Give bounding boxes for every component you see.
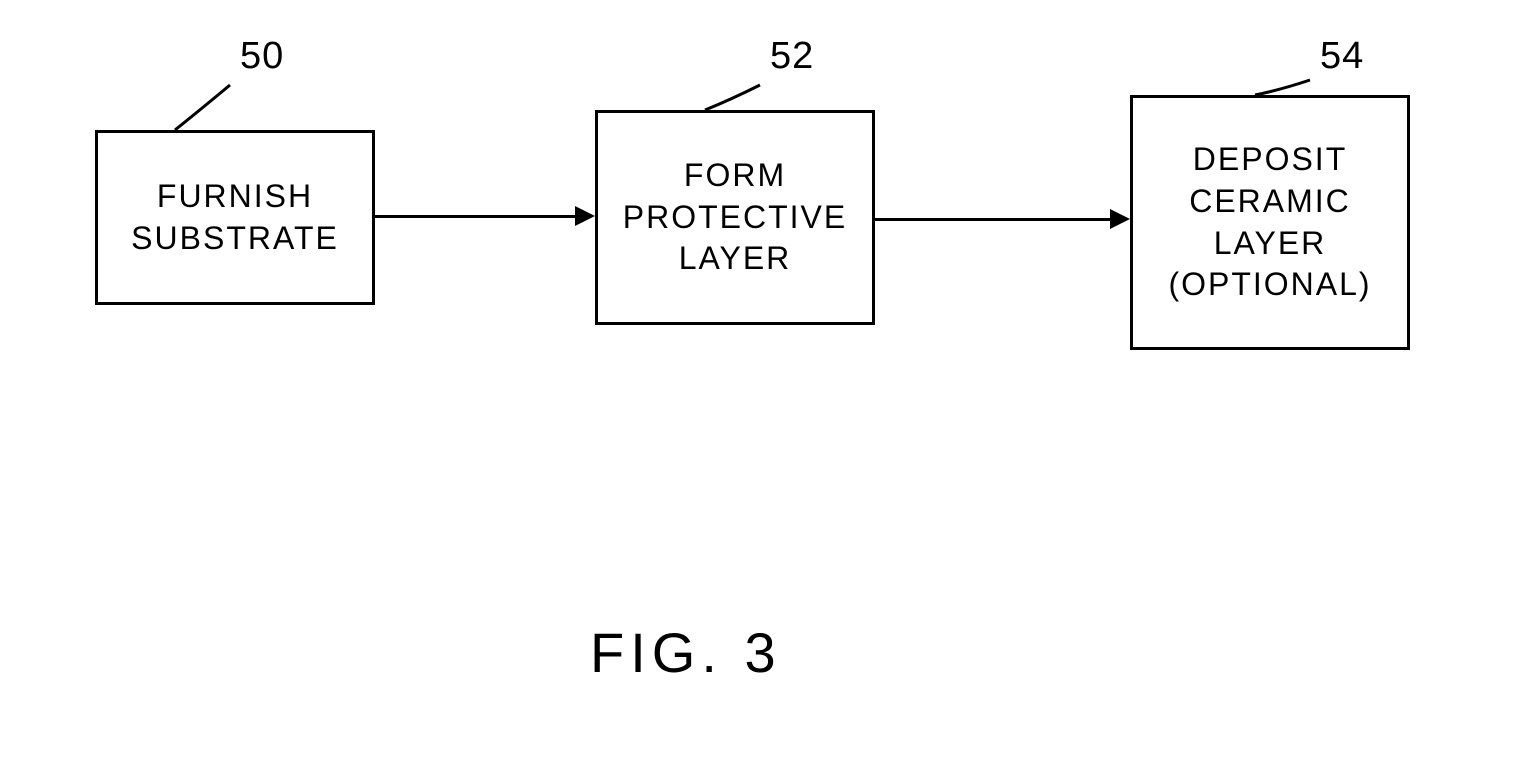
ref-label-52: 52 — [770, 35, 814, 78]
box-text-50: FURNISHSUBSTRATE — [131, 176, 339, 259]
arrow-2-head — [1110, 209, 1130, 229]
box-form-protective-layer: FORMPROTECTIVELAYER — [595, 110, 875, 325]
box-furnish-substrate: FURNISHSUBSTRATE — [95, 130, 375, 305]
box-text-52: FORMPROTECTIVELAYER — [623, 155, 847, 280]
arrow-2-line — [875, 218, 1110, 221]
arrow-1-head — [575, 206, 595, 226]
ref-label-50: 50 — [240, 35, 284, 78]
flowchart-diagram: 50 FURNISHSUBSTRATE 52 FORMPROTECTIVELAY… — [0, 0, 1532, 765]
ref-label-54: 54 — [1320, 35, 1364, 78]
figure-caption: FIG. 3 — [590, 620, 782, 685]
box-text-54: DEPOSITCERAMICLAYER(OPTIONAL) — [1168, 139, 1371, 305]
box-deposit-ceramic-layer: DEPOSITCERAMICLAYER(OPTIONAL) — [1130, 95, 1410, 350]
arrow-1-line — [375, 215, 575, 218]
